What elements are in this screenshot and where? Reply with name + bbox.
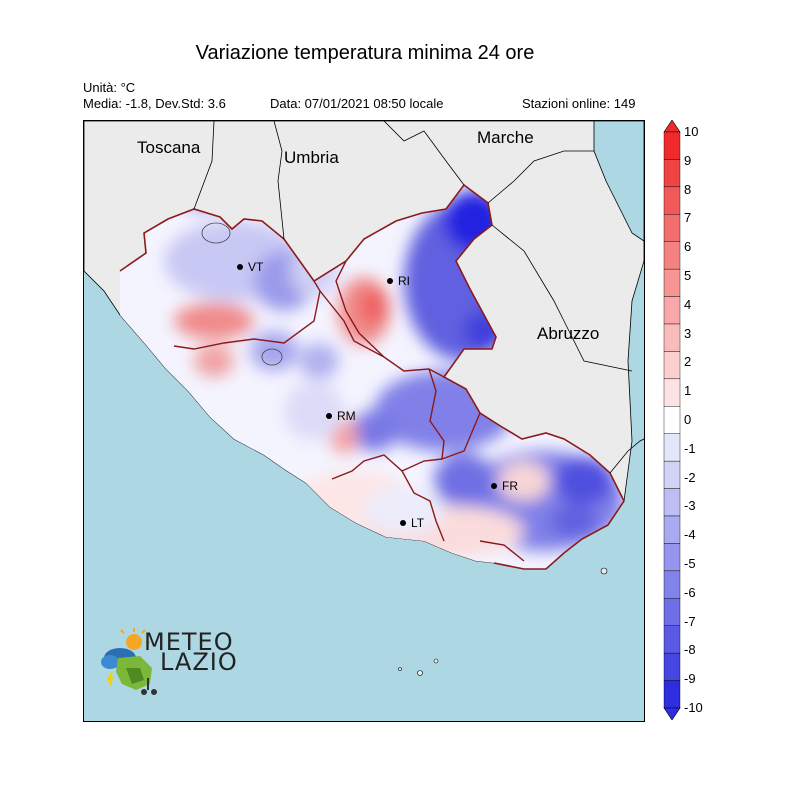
logo-icon [101,628,157,695]
colorbar-arrow-bottom [663,707,681,720]
colorbar-tick-label: -5 [684,556,696,571]
colorbar-segment [663,268,681,297]
city-label-ri: RI [398,274,410,288]
city-label-fr: FR [502,479,518,493]
colorbar-segment [663,488,681,517]
province-borders [173,260,525,562]
colorbar-segment [663,598,681,626]
colorbar-tick-label: 0 [684,412,692,427]
colorbar-segment [663,570,681,599]
colorbar-tick-label: 4 [684,296,692,312]
stats-label: Media: -1.8, Dev.Std: 3.6 [83,96,226,111]
colorbar-tick-label: -9 [684,671,696,687]
colorbar-tick-label: 2 [684,354,692,370]
city-label-lt: LT [411,516,425,530]
temperature-field [164,185,624,557]
colorbar-segment [663,652,681,681]
colorbar-segment [663,131,681,160]
logo-text-line2: LAZIO [160,648,238,676]
colorbar-tick-label: 8 [684,181,692,197]
meteo-lazio-logo: METEO LAZIO [100,628,250,700]
region-label-marche: Marche [477,128,534,147]
region-label-abruzzo: Abruzzo [537,324,599,343]
colorbar-tick-label: -10 [684,700,703,715]
colorbar-segment [663,241,681,270]
colorbar-segment [663,214,681,242]
colorbar-tick-label: 9 [684,152,692,168]
colorbar-tick-label: -6 [684,584,696,600]
colorbar-segment [663,543,681,572]
colorbar-tick-label: -8 [684,642,696,658]
colorbar-tick-label: -4 [684,527,696,543]
colorbar-segment [663,515,681,544]
colorbar-segment [663,378,681,407]
colorbar-segment [663,680,681,709]
colorbar-tick-label: -7 [684,613,696,629]
colorbar-tick-label: 6 [684,239,692,255]
city-label-vt: VT [248,260,264,274]
colorbar-segment [663,159,681,188]
colorbar-tick-label: 1 [684,383,692,399]
map-title: Variazione temperatura minima 24 ore [195,42,535,64]
colorbar-segment [663,323,681,352]
map-svg: Toscana Umbria Marche Abruzzo VT RI RM F… [84,121,644,676]
colorbar-arrow-top [663,120,681,133]
colorbar-segment [663,625,681,654]
unit-label: Unità: °C [83,80,136,95]
date-label: Data: 07/01/2021 08:50 locale [270,96,444,111]
sea-adriatic [593,121,644,242]
colorbar-tick-label: 5 [684,268,692,283]
colorbar-segment [663,433,681,462]
region-borders [193,121,644,474]
colorbar [663,120,681,720]
city-dot-vt [237,264,243,270]
colorbar-tick-label: -3 [684,498,696,514]
lake-bracciano [261,348,283,366]
colorbar-tick-label: 10 [684,124,699,139]
region-label-umbria: Umbria [284,148,339,167]
colorbar-tick-label: 7 [684,210,692,226]
city-dot-rm [326,413,332,419]
colorbar-tick-label: 3 [684,325,692,341]
city-dot-lt [400,520,406,526]
colorbar-segment [663,296,681,325]
colorbar-tick-label: -2 [684,469,696,485]
colorbar-segment [663,186,681,215]
colorbar-segment [663,406,681,434]
city-dot-fr [491,483,497,489]
islands [398,567,608,676]
map-area: Toscana Umbria Marche Abruzzo VT RI RM F… [83,120,645,722]
lake-bolsena [201,222,231,244]
lazio-border [119,183,625,570]
city-markers: VT RI RM FR LT [237,260,518,530]
region-label-toscana: Toscana [137,138,201,157]
city-dot-ri [387,278,393,284]
city-label-rm: RM [337,409,356,423]
colorbar-segment [663,351,681,380]
colorbar-segment [663,460,681,489]
colorbar-tick-label: -1 [684,440,696,456]
logo-text-line1: METEO [144,628,234,656]
stations-label: Stazioni online: 149 [522,96,636,111]
